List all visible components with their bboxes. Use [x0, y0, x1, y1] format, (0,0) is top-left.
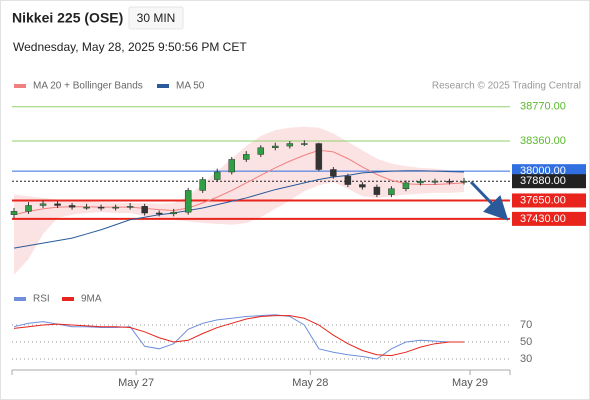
level-label: 37880.00 [520, 175, 566, 187]
candle-body [141, 206, 148, 214]
candle-body [402, 182, 410, 189]
candle-body [213, 171, 221, 180]
level-label: 38000.00 [520, 165, 566, 177]
candle-body [373, 186, 381, 195]
y-tick-label: 30 [520, 353, 532, 365]
rsi-line [13, 315, 464, 357]
level-box [512, 211, 586, 226]
chart-title: Nikkei 225 (OSE) [12, 10, 123, 26]
candle-body [257, 147, 265, 155]
candle-body [68, 205, 76, 208]
level-label: 38360.00 [520, 135, 566, 147]
candle-body [388, 188, 395, 195]
level-box [512, 174, 586, 189]
candle-body [301, 143, 308, 145]
timeframe[interactable]: 30 MIN [137, 11, 176, 25]
candle-body [155, 212, 163, 215]
timeframe-box[interactable] [128, 6, 184, 30]
candle-body [460, 180, 468, 183]
x-tick-label: May 27 [118, 377, 154, 389]
candle-body [243, 154, 250, 160]
legend-label: MA 20 + Bollinger Bands [33, 81, 143, 92]
candle-body [359, 184, 366, 188]
rsi-line [13, 314, 464, 360]
level-box [512, 193, 586, 208]
candle-body [170, 211, 177, 215]
candle-body [330, 169, 337, 177]
candle-body [344, 175, 352, 185]
y-tick-label: 70 [520, 319, 532, 331]
legend-swatch [14, 297, 26, 301]
candle-body [286, 143, 294, 147]
candle-body [39, 203, 47, 206]
x-tick-label: May 28 [292, 377, 328, 389]
subtitle: Wednesday, May 28, 2025 9:50:56 PM CET [13, 40, 247, 54]
candle-body [10, 211, 18, 215]
plot: MA 20 + Bollinger Bands MA 50 38770.00 3836… [10, 81, 586, 389]
credit: Research © 2025 Trading Central [432, 81, 581, 92]
legend-swatch [62, 297, 74, 301]
level-label: 37430.00 [520, 213, 566, 225]
candle-body [431, 180, 439, 183]
legend-swatch [14, 84, 26, 88]
x-tick-label: May 29 [452, 377, 488, 389]
level-label: 37650.00 [520, 194, 566, 206]
candle-body [417, 180, 424, 184]
candle-body [83, 206, 90, 209]
candle-body [315, 143, 323, 170]
ma-line [13, 170, 465, 249]
legend-label: 9MA [81, 294, 102, 305]
y-tick-label: 50 [520, 336, 532, 348]
candle-body [272, 145, 279, 148]
candle-body [97, 206, 105, 209]
candle-body [228, 159, 235, 173]
candle-body [446, 180, 453, 183]
candle-body [199, 179, 206, 191]
legend-swatch [157, 84, 169, 88]
candle-body [126, 206, 134, 208]
level-label: 38770.00 [520, 101, 566, 113]
candle-body [112, 206, 119, 209]
forecast-arrow [469, 180, 509, 221]
candle-body [184, 190, 192, 213]
legend-label: MA 50 [176, 81, 205, 92]
ma-line [13, 149, 465, 216]
legend-label: RSI [33, 294, 50, 305]
candle-body [54, 203, 61, 206]
candle-body [25, 205, 32, 212]
